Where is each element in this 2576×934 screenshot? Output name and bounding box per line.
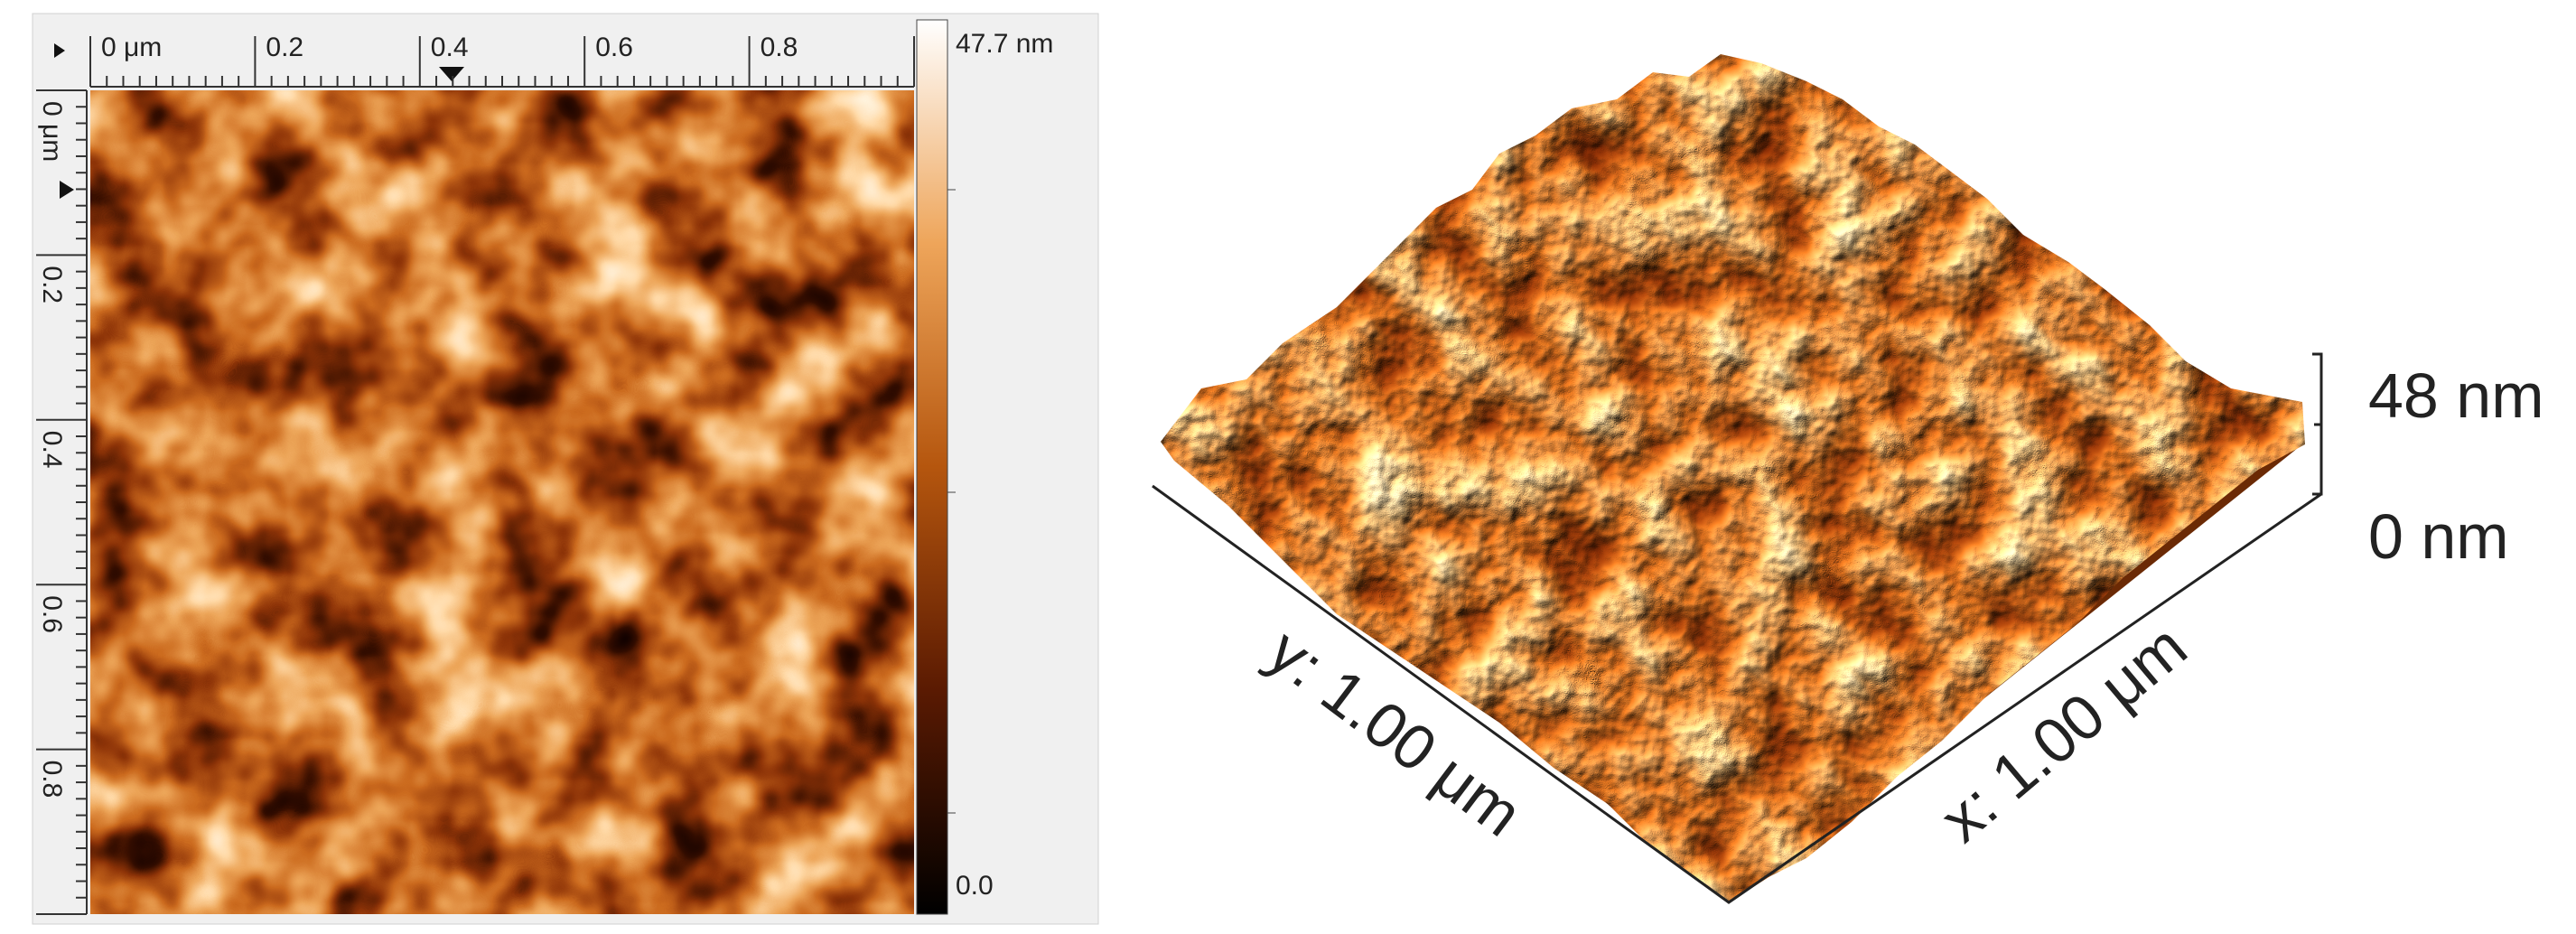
colorbar bbox=[916, 19, 948, 915]
surface-3d bbox=[1161, 54, 2305, 902]
ruler-marker[interactable] bbox=[439, 67, 464, 81]
left-ruler-label: 0.8 bbox=[37, 761, 67, 799]
left-ruler-label: 0.4 bbox=[37, 431, 67, 469]
colorbar-max: 47.7 nm bbox=[956, 29, 1053, 59]
left-ruler-label: 0.2 bbox=[37, 266, 67, 304]
ruler-marker[interactable] bbox=[60, 181, 74, 199]
z-max-label: 48 nm bbox=[2368, 360, 2544, 431]
top-ruler-label: 0.8 bbox=[761, 33, 798, 62]
rulers: 0 μm 0.2 0.4 0.6 0.8 0 μm 0.2 0.4 0.6 0.8 bbox=[36, 33, 915, 915]
colorbar-min: 0.0 bbox=[956, 871, 994, 901]
top-ruler-label: 0.6 bbox=[595, 33, 633, 62]
left-ruler-label: 0.6 bbox=[37, 595, 67, 633]
z-min-label: 0 nm bbox=[2368, 501, 2509, 572]
top-ruler-label: 0.2 bbox=[266, 33, 303, 62]
base-axes bbox=[1152, 484, 2322, 904]
height-map bbox=[90, 90, 914, 914]
left-ruler-label: 0 μm bbox=[37, 101, 67, 162]
ruler-arrow[interactable] bbox=[54, 43, 65, 58]
top-ruler-label: 0 μm bbox=[101, 33, 162, 62]
top-ruler-label: 0.4 bbox=[431, 33, 469, 62]
